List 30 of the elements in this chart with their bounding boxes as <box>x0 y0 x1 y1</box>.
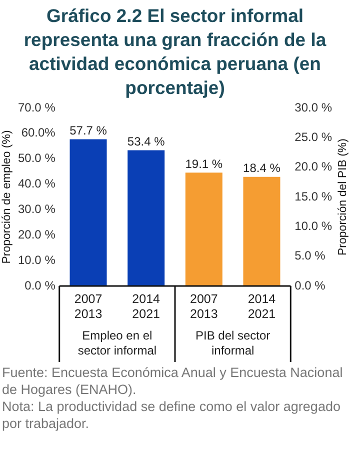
y2-tick-label: 15.0 % <box>294 189 332 204</box>
y-tick-label: 70.0 % <box>18 100 56 114</box>
y2-tick-label: 5.0 % <box>294 248 326 263</box>
x-tick-label: 2014 2021 <box>132 292 160 321</box>
x-tick-label: 2007 2013 <box>190 292 218 321</box>
data-label: 18.4 % <box>243 161 281 176</box>
y2-tick-label: 10.0 % <box>294 218 332 233</box>
x-tick-label: 2007 2013 <box>74 292 102 321</box>
data-label: 53.4 % <box>127 134 166 149</box>
y-tick-label: 0.0 % <box>24 278 56 292</box>
y2-tick-label: 20.0 % <box>294 160 332 174</box>
text: PIB del sector informal <box>195 328 270 358</box>
y-tick-label: 30.0 % <box>18 202 56 216</box>
y2-tick-label: 0.0 % <box>294 278 326 292</box>
y-tick-label: 60.0% <box>21 126 56 140</box>
y2-tick-label: 30.0 % <box>294 100 332 114</box>
chart-title: Gráfico 2.2 El sector informal representa una gran fracción de la actividad económica peruana (en porcentaje) <box>22 4 328 98</box>
y-tick-label: 10.0 % <box>18 252 56 267</box>
text: Nota: La productividad se define como el valor agregado por trabajador. <box>2 398 342 432</box>
text: Empleo en el sector informal <box>78 328 157 358</box>
y2-axis-title: Proporción del PIB (%) <box>337 138 350 256</box>
x-tick-label: 2014 2021 <box>248 292 276 321</box>
y-tick-label: 50.0 % <box>18 151 56 166</box>
data-label: 19.1 % <box>185 156 223 171</box>
y-tick-label: 40.0 % <box>18 176 56 191</box>
y-tick-label: 20.0 % <box>18 227 56 242</box>
source-note: Fuente: Encuesta Económica Anual y Encuesta Nacional de Hogares (ENAHO). <box>2 364 344 398</box>
y2-tick-label: 25.0 % <box>294 130 332 144</box>
y-axis-title: Proporción de empleo (%) <box>1 130 14 264</box>
data-label: 57.7 % <box>70 124 108 138</box>
